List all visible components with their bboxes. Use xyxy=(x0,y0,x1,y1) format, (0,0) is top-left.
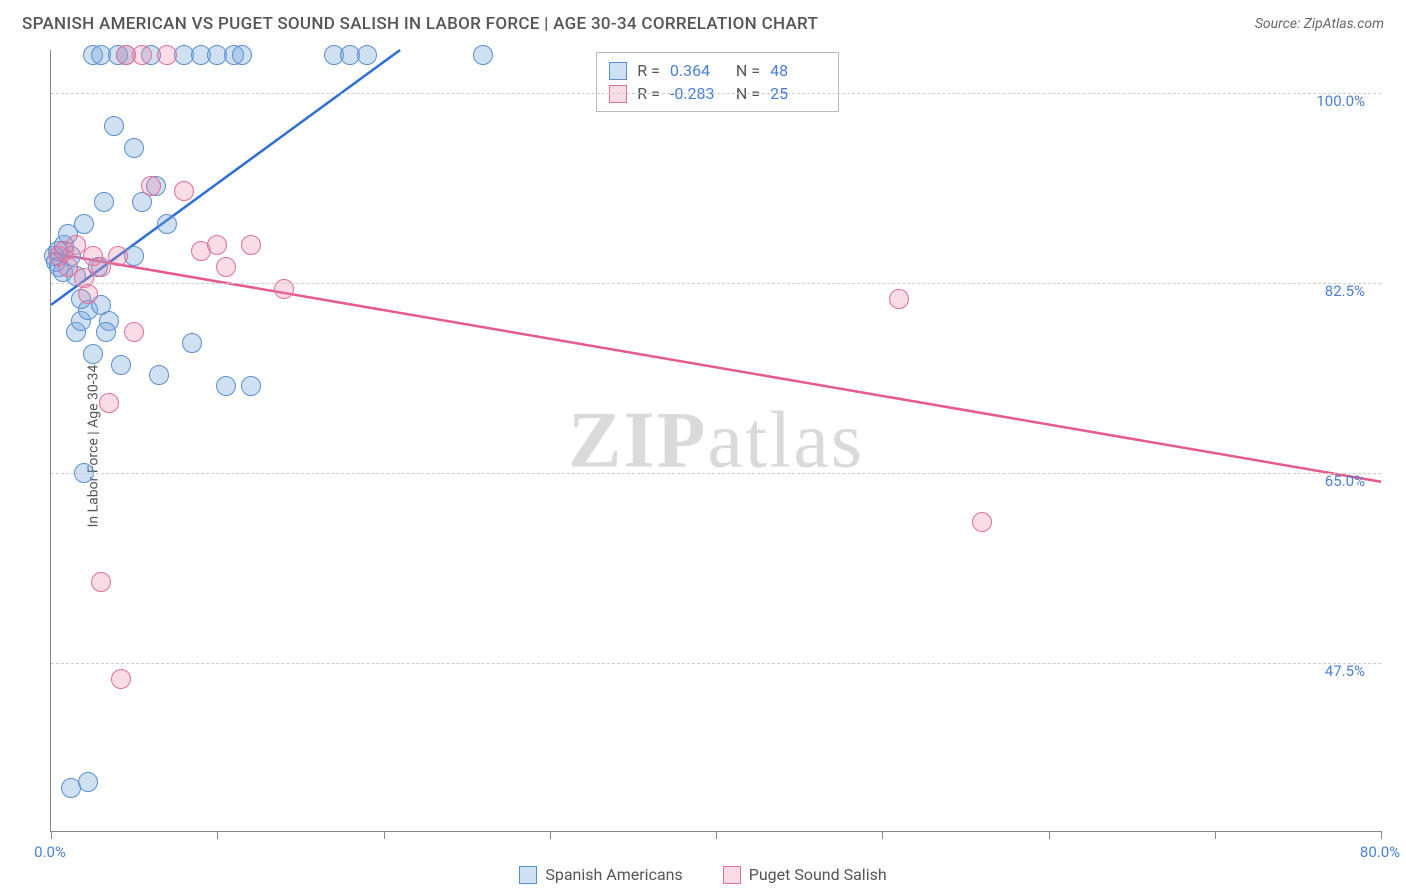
stats-legend-box: R = 0.364 N = 48 R = -0.283 N = 25 xyxy=(596,52,839,112)
gridline xyxy=(51,93,1381,94)
data-point xyxy=(149,365,169,385)
data-point xyxy=(74,214,94,234)
data-point xyxy=(216,257,236,277)
stats-blue-r: 0.364 xyxy=(670,61,726,80)
x-tick xyxy=(1215,831,1216,839)
data-point xyxy=(104,116,124,136)
data-point xyxy=(99,393,119,413)
x-min-label: 0.0% xyxy=(34,843,66,861)
gridline xyxy=(51,283,1381,284)
y-tick-label: 47.5% xyxy=(1325,662,1365,680)
y-tick-label: 100.0% xyxy=(1316,92,1365,110)
data-point xyxy=(241,235,261,255)
chart-title: SPANISH AMERICAN VS PUGET SOUND SALISH I… xyxy=(22,14,818,34)
data-point xyxy=(207,235,227,255)
stats-n-label: N = xyxy=(736,61,760,80)
data-point xyxy=(157,214,177,234)
data-point xyxy=(94,192,114,212)
y-tick-label: 65.0% xyxy=(1325,472,1365,490)
x-tick xyxy=(1049,831,1050,839)
data-point xyxy=(182,333,202,353)
data-point xyxy=(124,322,144,342)
legend-label-blue: Spanish Americans xyxy=(545,865,682,884)
gridline xyxy=(51,663,1381,664)
x-tick xyxy=(384,831,385,839)
data-point xyxy=(232,45,252,65)
data-point xyxy=(111,355,131,375)
data-point xyxy=(357,45,377,65)
legend-swatch-blue xyxy=(519,866,537,884)
data-point xyxy=(972,512,992,532)
x-tick xyxy=(1381,831,1382,839)
data-point xyxy=(241,376,261,396)
data-point xyxy=(473,45,493,65)
data-point xyxy=(78,772,98,792)
y-tick-label: 82.5% xyxy=(1325,282,1365,300)
legend-label-pink: Puget Sound Salish xyxy=(749,865,887,884)
x-tick xyxy=(51,831,52,839)
x-tick xyxy=(882,831,883,839)
data-point xyxy=(889,289,909,309)
source-label: Source: ZipAtlas.com xyxy=(1255,16,1384,32)
data-point xyxy=(141,176,161,196)
data-point xyxy=(111,669,131,689)
stats-blue-n: 48 xyxy=(770,61,826,80)
chart-plot-area: ZIPatlas R = 0.364 N = 48 R = -0.283 N =… xyxy=(50,50,1381,832)
bottom-legend: Spanish Americans Puget Sound Salish xyxy=(0,865,1406,884)
data-point xyxy=(124,138,144,158)
data-point xyxy=(132,45,152,65)
x-tick xyxy=(716,831,717,839)
x-tick xyxy=(550,831,551,839)
gridline xyxy=(51,473,1381,474)
data-point xyxy=(91,572,111,592)
data-point xyxy=(78,284,98,304)
data-point xyxy=(83,344,103,364)
stats-swatch-blue xyxy=(609,62,627,80)
legend-swatch-pink xyxy=(723,866,741,884)
x-tick xyxy=(217,831,218,839)
data-point xyxy=(174,181,194,201)
data-point xyxy=(274,279,294,299)
data-point xyxy=(108,246,128,266)
data-point xyxy=(157,45,177,65)
x-max-label: 80.0% xyxy=(1360,843,1400,861)
stats-r-label: R = xyxy=(637,61,660,80)
data-point xyxy=(96,322,116,342)
data-point xyxy=(216,376,236,396)
